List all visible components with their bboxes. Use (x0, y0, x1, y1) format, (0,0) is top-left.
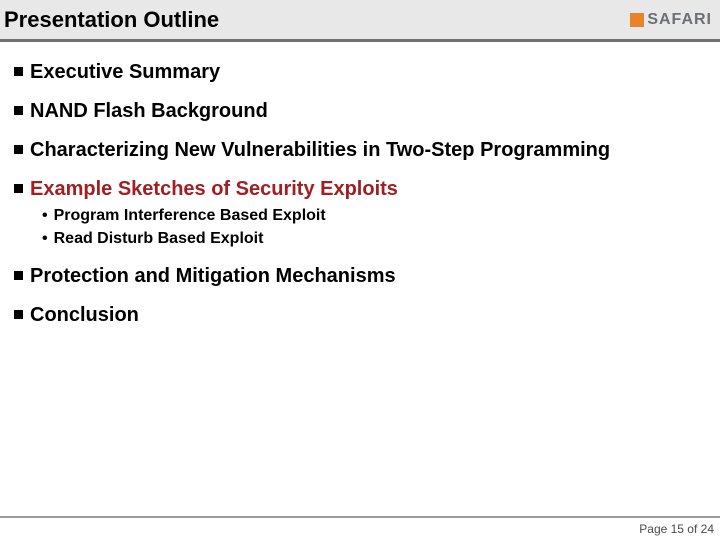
square-bullet-icon (14, 106, 23, 115)
square-bullet-icon (14, 310, 23, 319)
square-bullet-icon (14, 67, 23, 76)
footer-divider (0, 516, 720, 518)
square-bullet-icon (14, 271, 23, 280)
outline-label: Protection and Mitigation Mechanisms (30, 264, 396, 289)
outline-label: Example Sketches of Security Exploits (30, 177, 398, 202)
outline-item-highlight: Example Sketches of Security Exploits • … (14, 177, 706, 250)
outline-item: Conclusion (14, 303, 706, 328)
outline-label: Characterizing New Vulnerabilities in Tw… (30, 138, 610, 163)
outline-label: Conclusion (30, 303, 139, 328)
logo-box-icon (630, 13, 644, 27)
outline-sublabel: Program Interference Based Exploit (54, 206, 326, 227)
page-number: Page 15 of 24 (639, 522, 714, 536)
outline-subitem: • Read Disturb Based Exploit (42, 229, 706, 250)
outline-item: Characterizing New Vulnerabilities in Tw… (14, 138, 706, 163)
outline-item: NAND Flash Background (14, 99, 706, 124)
logo-text: SAFARI (647, 11, 712, 29)
logo: SAFARI (630, 11, 712, 29)
outline-item: Executive Summary (14, 60, 706, 85)
outline-label: NAND Flash Background (30, 99, 268, 124)
outline-content: Executive Summary NAND Flash Background … (0, 42, 720, 328)
slide-header: Presentation Outline SAFARI (0, 0, 720, 42)
square-bullet-icon (14, 145, 23, 154)
outline-item: Protection and Mitigation Mechanisms (14, 264, 706, 289)
outline-label: Executive Summary (30, 60, 220, 85)
outline-sublist: • Program Interference Based Exploit • R… (42, 206, 706, 250)
outline-sublabel: Read Disturb Based Exploit (54, 229, 264, 250)
slide-title: Presentation Outline (4, 7, 219, 33)
square-bullet-icon (14, 184, 23, 193)
dot-bullet-icon: • (42, 206, 48, 227)
outline-subitem: • Program Interference Based Exploit (42, 206, 706, 227)
dot-bullet-icon: • (42, 229, 48, 250)
